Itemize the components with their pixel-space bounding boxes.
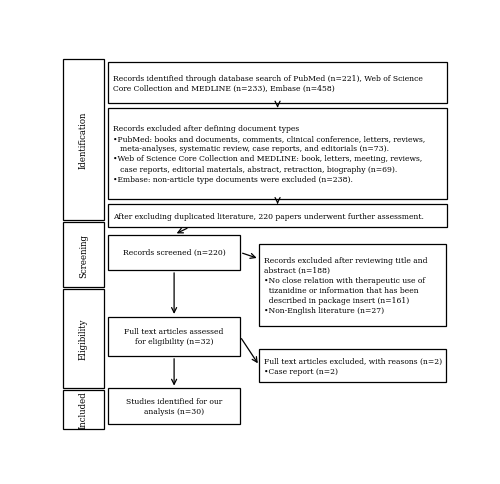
Bar	[108, 317, 240, 356]
Bar	[108, 108, 447, 200]
Text: Studies identified for our
analysis (n=30): Studies identified for our analysis (n=3…	[126, 397, 222, 415]
Bar	[62, 290, 104, 388]
Bar	[108, 389, 240, 424]
Text: Records identified through database search of PubMed (n=221), Web of Science
Cor: Records identified through database sear…	[114, 75, 423, 92]
Text: Included: Included	[79, 391, 88, 428]
Bar	[62, 60, 104, 220]
Text: Full text articles excluded, with reasons (n=2)
•Case report (n=2): Full text articles excluded, with reason…	[264, 357, 442, 375]
Bar	[260, 244, 446, 326]
Text: After excluding duplicated literature, 220 papers underwent further assessment.: After excluding duplicated literature, 2…	[114, 212, 424, 220]
Bar	[62, 223, 104, 287]
Text: Identification: Identification	[79, 111, 88, 169]
Text: Eligibility: Eligibility	[79, 318, 88, 360]
Text: Records excluded after defining document types
•PubMed: books and documents, com: Records excluded after defining document…	[114, 125, 426, 183]
Text: Full text articles assessed
for eligibility (n=32): Full text articles assessed for eligibil…	[124, 328, 224, 346]
Bar	[260, 349, 446, 382]
Bar	[108, 235, 240, 271]
Text: Screening: Screening	[79, 233, 88, 277]
Text: Records screened (n=220): Records screened (n=220)	[122, 249, 226, 257]
Bar	[108, 63, 447, 104]
Text: Records excluded after reviewing title and
abstract (n=188)
•No close relation w: Records excluded after reviewing title a…	[264, 256, 428, 315]
Bar	[108, 205, 447, 227]
Bar	[62, 391, 104, 429]
